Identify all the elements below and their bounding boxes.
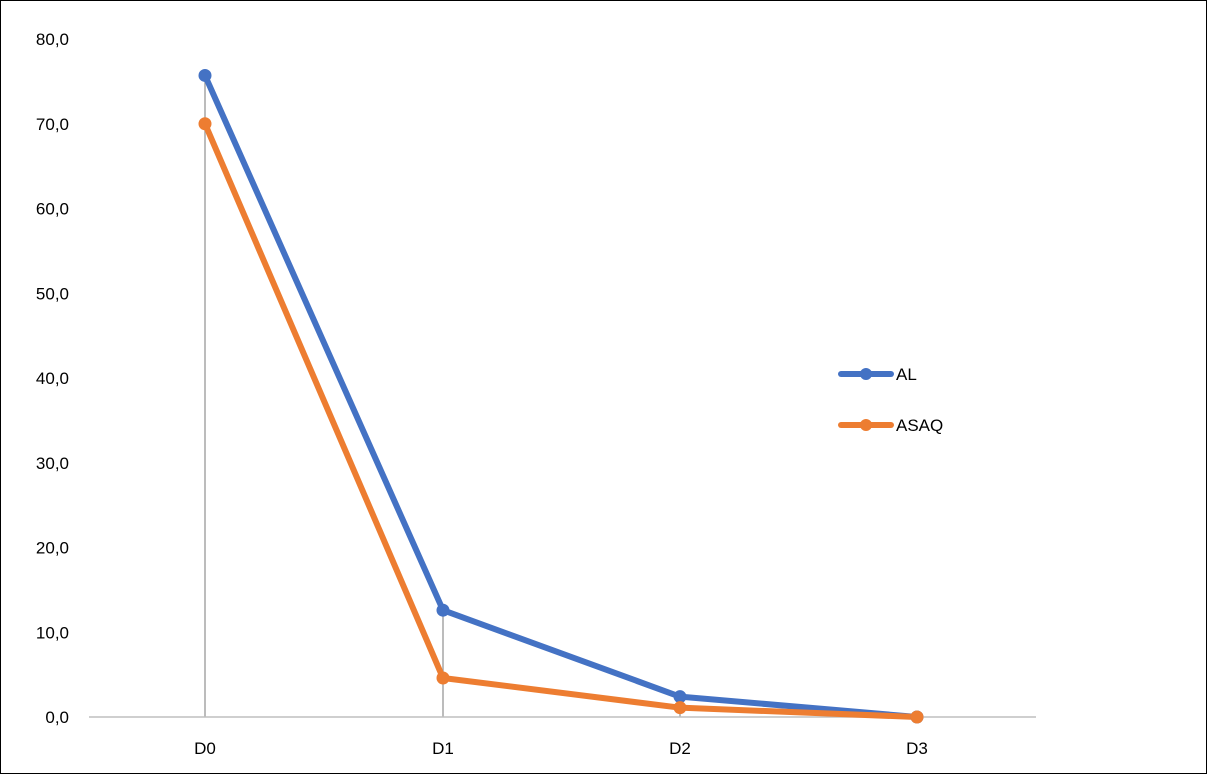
x-tick-label-d0: D0 <box>194 739 216 758</box>
data-point-asaq-d0 <box>198 117 212 131</box>
y-tick-label: 80,0 <box>36 30 69 49</box>
legend-marker-asaq <box>860 419 872 431</box>
x-tick-label-d1: D1 <box>432 739 454 758</box>
legend-label-al: AL <box>896 365 917 384</box>
y-axis-tick-labels: 0,0 10,0 20,0 30,0 40,0 50,0 60,0 70,0 80,0 <box>36 30 69 727</box>
data-point-asaq-d3 <box>910 710 924 724</box>
legend-item-al: AL <box>838 365 917 384</box>
y-tick-label: 70,0 <box>36 115 69 134</box>
series-line-asaq <box>202 120 920 720</box>
data-point-asaq-d1 <box>436 671 450 685</box>
series-lines <box>202 72 920 720</box>
drop-lines <box>204 75 681 717</box>
x-tick-label-d3: D3 <box>906 739 928 758</box>
y-tick-label: 60,0 <box>36 200 69 219</box>
data-point-al-d1 <box>436 603 450 617</box>
legend: AL ASAQ <box>838 365 943 435</box>
x-tick-label-d2: D2 <box>669 739 691 758</box>
data-point-al-d2 <box>673 690 687 704</box>
y-tick-label: 0,0 <box>45 708 69 727</box>
y-tick-label: 50,0 <box>36 284 69 303</box>
legend-marker-al <box>860 368 872 380</box>
legend-item-asaq: ASAQ <box>838 416 943 435</box>
y-tick-label: 40,0 <box>36 369 69 388</box>
y-tick-label: 10,0 <box>36 623 69 642</box>
series-line-al <box>202 72 920 720</box>
y-tick-label: 20,0 <box>36 539 69 558</box>
y-tick-label: 30,0 <box>36 454 69 473</box>
x-axis-tick-labels: D0 D1 D2 D3 <box>194 739 928 758</box>
legend-label-asaq: ASAQ <box>896 416 943 435</box>
series-points <box>198 68 924 724</box>
data-point-asaq-d2 <box>673 701 687 715</box>
data-point-al-d0 <box>198 68 212 82</box>
